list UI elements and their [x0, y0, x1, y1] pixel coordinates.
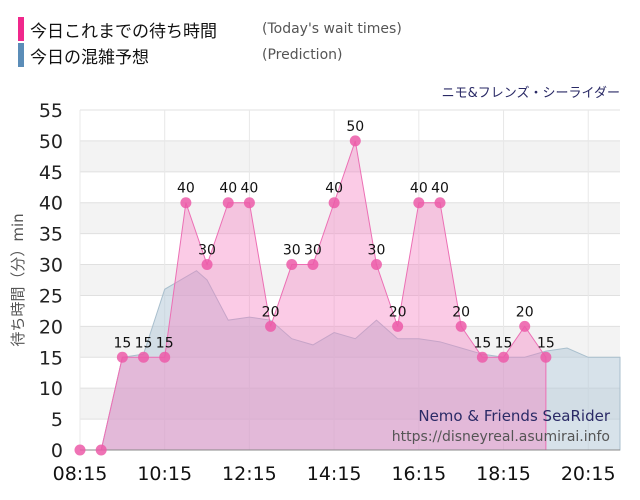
data-label: 20: [262, 304, 280, 320]
data-point: [138, 351, 150, 363]
data-point: [540, 351, 552, 363]
x-tick-label: 08:15: [53, 463, 108, 485]
y-tick-label: 40: [39, 193, 63, 215]
attraction-name: ニモ&フレンズ・シーライダー: [441, 86, 620, 101]
y-tick-label: 15: [39, 347, 63, 369]
x-axis-ticks: 08:15 10:15 12:15 14:15 16:15 18:15 20:15: [53, 463, 616, 485]
data-label: 40: [177, 181, 195, 197]
data-point: [519, 320, 531, 332]
data-label: 20: [516, 304, 534, 320]
y-tick-label: 50: [39, 131, 63, 153]
x-tick-label: 20:15: [561, 463, 616, 485]
data-label: 20: [389, 304, 407, 320]
data-label: 40: [240, 181, 258, 197]
data-point: [413, 197, 425, 209]
prediction-area: [80, 270, 621, 451]
legend-prediction-swatch: [18, 43, 24, 67]
data-point: [265, 320, 277, 332]
x-tick-label: 12:15: [222, 463, 277, 485]
grid-band: [80, 233, 620, 265]
data-point: [434, 197, 446, 209]
data-point: [392, 320, 404, 332]
data-label: 15: [156, 335, 174, 351]
data-point: [95, 444, 107, 456]
legend-prediction-sub: (Prediction): [262, 47, 343, 63]
y-tick-label: 25: [39, 285, 63, 307]
y-tick-label: 5: [51, 409, 63, 431]
data-point: [74, 444, 86, 456]
data-point: [201, 259, 213, 271]
data-point: [498, 351, 510, 363]
watermark-name: Nemo & Friends SeaRider: [418, 407, 610, 425]
data-label: 40: [325, 181, 343, 197]
data-label: 30: [368, 243, 386, 259]
data-label: 15: [473, 335, 491, 351]
data-point: [286, 259, 298, 271]
data-label: 30: [304, 243, 322, 259]
y-tick-label: 20: [39, 316, 63, 338]
data-point: [370, 259, 382, 271]
data-point: [349, 135, 361, 147]
y-tick-label: 45: [39, 162, 63, 184]
data-label: 15: [113, 335, 131, 351]
watermark-url: https://disneyreal.asumirai.info: [392, 429, 610, 445]
legend: 今日これまでの待ち時間 (Today's wait times) 今日の混雑予想…: [18, 16, 402, 68]
data-label: 40: [431, 181, 449, 197]
x-tick-label: 16:15: [391, 463, 446, 485]
data-label: 50: [346, 119, 364, 135]
y-tick-label: 55: [39, 100, 63, 122]
data-point: [307, 259, 319, 271]
grid-band: [80, 171, 620, 203]
x-tick-label: 18:15: [476, 463, 531, 485]
y-tick-label: 30: [39, 255, 63, 277]
actual-points: [74, 135, 552, 456]
grid-band: [80, 110, 620, 141]
legend-prediction: 今日の混雑予想 (Prediction): [18, 42, 402, 68]
data-point: [116, 351, 128, 363]
data-label: 30: [198, 243, 216, 259]
data-label: 20: [452, 304, 470, 320]
data-label: 40: [219, 181, 237, 197]
legend-actual: 今日これまでの待ち時間 (Today's wait times): [18, 16, 402, 42]
x-tick-label: 10:15: [137, 463, 192, 485]
data-point: [328, 197, 340, 209]
data-point: [159, 351, 171, 363]
data-point: [455, 320, 467, 332]
legend-actual-label: 今日これまでの待ち時間: [30, 21, 217, 42]
data-point: [476, 351, 488, 363]
data-point: [222, 197, 234, 209]
legend-actual-sub: (Today's wait times): [262, 21, 402, 37]
data-label: 15: [495, 335, 513, 351]
y-tick-label: 10: [39, 378, 63, 400]
data-point: [243, 197, 255, 209]
data-label: 30: [283, 243, 301, 259]
grid-band: [80, 202, 620, 234]
y-axis-ticks: 0 5 10 15 20 25 30 35 40 45 50 55: [39, 100, 63, 462]
x-tick-label: 14:15: [307, 463, 362, 485]
y-axis-label: 待ち時間（分）min: [9, 213, 27, 346]
y-tick-label: 35: [39, 224, 63, 246]
legend-actual-swatch: [18, 17, 24, 41]
data-point: [180, 197, 192, 209]
data-label: 15: [537, 335, 555, 351]
y-tick-label: 0: [51, 440, 63, 462]
data-label: 15: [135, 335, 153, 351]
data-label: 40: [410, 181, 428, 197]
legend-prediction-label: 今日の混雑予想: [30, 47, 149, 68]
